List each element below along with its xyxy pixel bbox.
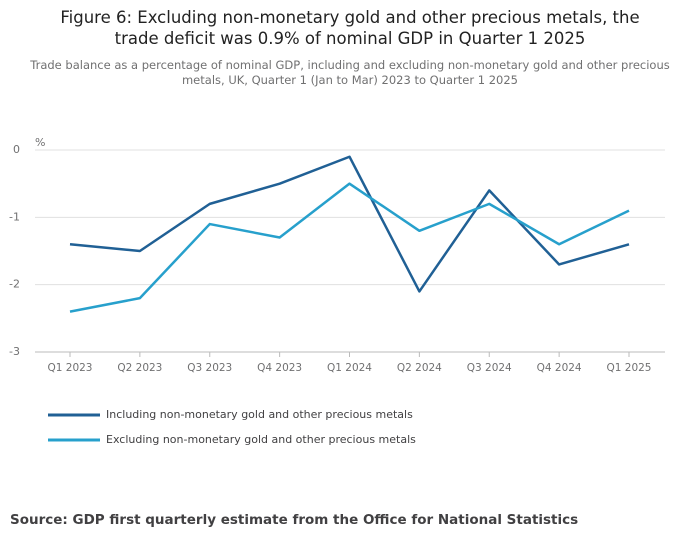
- chart-title: Figure 6: Excluding non-monetary gold an…: [60, 8, 640, 48]
- y-tick-label: -1: [9, 210, 20, 223]
- x-tick-label: Q1 2025: [606, 362, 651, 374]
- chart: % 0 -1 -2 -3 Q1 2023 Q2 2023 Q3 2023 Q4 2023 Q1 …: [9, 136, 665, 446]
- y-axis-label: %: [35, 136, 45, 149]
- x-tick-label: Q3 2023: [187, 362, 232, 374]
- x-tick-label: Q4 2024: [537, 362, 582, 374]
- series-line: [69, 155, 630, 293]
- x-tick-label: Q1 2023: [47, 362, 92, 374]
- chart-subtitle: Trade balance as a percentage of nominal…: [30, 58, 670, 87]
- y-tick-label: -3: [9, 345, 20, 358]
- x-tick-label: Q3 2024: [467, 362, 512, 374]
- y-tick-label: 0: [13, 143, 20, 156]
- source: Source: GDP first quarterly estimate fro…: [10, 512, 579, 528]
- legend-label: Including non-monetary gold and other pr…: [106, 408, 413, 421]
- x-tick-label: Q4 2023: [257, 362, 302, 374]
- x-tick-label: Q2 2023: [117, 362, 162, 374]
- x-tick-label: Q1 2024: [327, 362, 372, 374]
- y-tick-label: -2: [9, 278, 20, 291]
- legend-label: Excluding non-monetary gold and other pr…: [106, 433, 416, 446]
- series-line: [69, 182, 630, 313]
- x-tick-label: Q2 2024: [397, 362, 442, 374]
